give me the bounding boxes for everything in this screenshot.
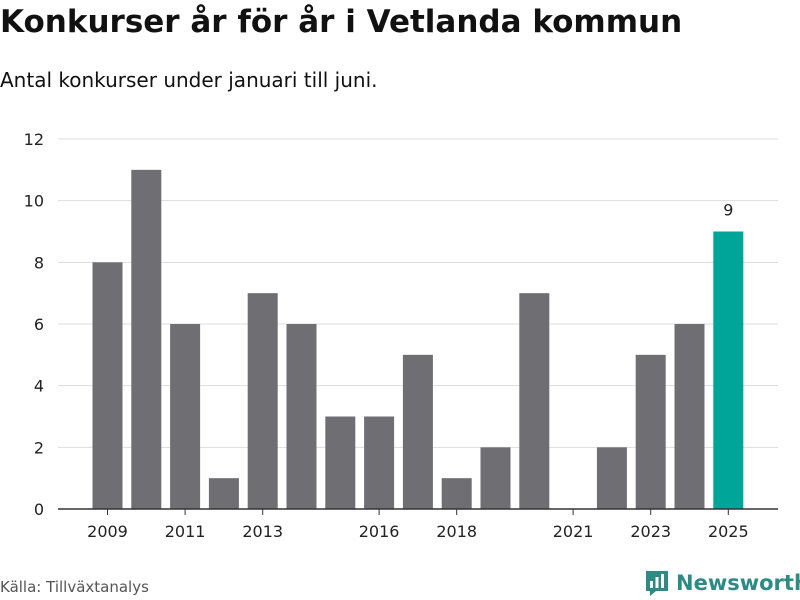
data-labels: 9	[723, 201, 733, 220]
x-tick-label: 2023	[630, 522, 671, 541]
y-tick-label: 2	[34, 438, 44, 457]
bar-2014	[286, 324, 317, 509]
bar-2023	[635, 354, 666, 509]
bar-2009	[92, 262, 123, 509]
bar-2017	[402, 354, 433, 509]
data-label-2025: 9	[723, 201, 733, 220]
bar-2012	[208, 478, 239, 509]
y-tick-label: 4	[34, 377, 44, 396]
chart-subtitle: Antal konkurser under januari till juni.	[0, 68, 378, 92]
bars	[92, 169, 744, 510]
bar-2018	[441, 478, 472, 509]
x-tick-label: 2016	[359, 522, 400, 541]
x-tick-label: 2013	[242, 522, 283, 541]
brand-logo: Newsworthy	[644, 569, 800, 597]
y-tick-label: 8	[34, 253, 44, 272]
brand-name: Newsworthy	[676, 571, 800, 595]
x-tick-label: 2009	[87, 522, 128, 541]
x-tick-label: 2018	[436, 522, 477, 541]
bar-2013	[247, 293, 278, 509]
x-tick-label: 2011	[165, 522, 206, 541]
x-axis-ticks: 2009 2011 2013 2016 2018 2021 2023 2025	[87, 509, 749, 541]
y-axis-ticks: 0 2 4 6 8 10 12	[24, 130, 44, 519]
y-tick-label: 0	[34, 500, 44, 519]
bar-2022	[596, 447, 627, 509]
bar-2011	[170, 324, 201, 509]
bar-2025	[713, 231, 744, 509]
x-tick-label: 2025	[708, 522, 749, 541]
bar-2010	[131, 169, 162, 510]
bar-2024	[674, 324, 705, 509]
source-note: Källa: Tillväxtanalys	[0, 578, 149, 596]
bar-2015	[325, 416, 356, 509]
y-tick-label: 12	[24, 130, 44, 149]
bar-2020	[519, 293, 550, 509]
y-tick-label: 10	[24, 192, 44, 211]
y-tick-label: 6	[34, 315, 44, 334]
bar-2016	[364, 416, 395, 509]
chart-title: Konkurser år för år i Vetlanda kommun	[0, 4, 683, 40]
newsworthy-logo-icon	[646, 571, 668, 596]
x-tick-label: 2021	[553, 522, 594, 541]
bar-2019	[480, 447, 511, 509]
